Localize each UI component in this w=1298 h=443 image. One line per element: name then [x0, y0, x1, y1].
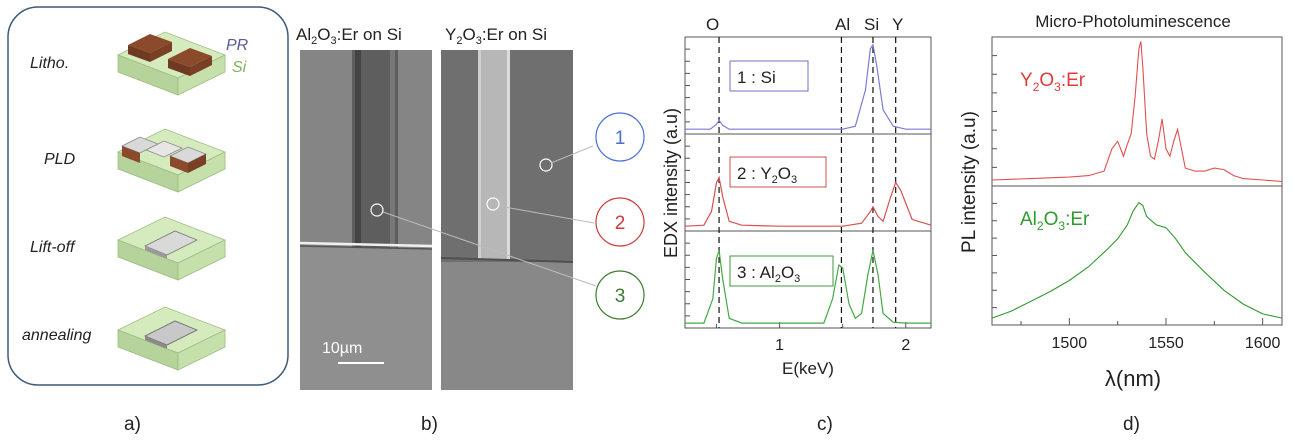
- pl-x-axis-label: λ(nm): [1105, 366, 1161, 391]
- step-label-annealing: annealing: [22, 327, 92, 344]
- edx-box-y2o3-text: 2 : Y2O3: [737, 164, 797, 186]
- callout-circle-1: [595, 112, 645, 162]
- pl-x-tick-label: 1500: [1052, 335, 1088, 352]
- sem-title-right: Y2O3:Er on Si: [445, 25, 547, 47]
- pl-x-tick-label: 1600: [1245, 335, 1281, 352]
- callout-line-1: [550, 145, 594, 164]
- pl-label-al2o3: Al2O3:Er: [1020, 209, 1090, 233]
- step-label-litho: Litho.: [30, 55, 69, 72]
- edx-x-tick-label: 2: [901, 337, 910, 354]
- callout-line-2: [498, 205, 595, 224]
- callout-line-3: [382, 211, 597, 287]
- liftoff-block: [116, 216, 227, 281]
- panel-d: Micro-Photoluminescence 1500 1550 1600 Y2O…: [959, 12, 1283, 435]
- legend-si: Si: [232, 59, 247, 76]
- pl-series-line-2: [991, 201, 1283, 319]
- callout-circle-2: [595, 197, 645, 247]
- panel-a: Litho. PLD Lift-off annealing PR Si a): [7, 6, 289, 435]
- edx-series-line-2: [684, 175, 932, 227]
- pl-series-line-1: [991, 41, 1283, 183]
- panel-b: Al2O3:Er on Si Y2O3:Er on Si 10µm: [296, 25, 645, 435]
- step-label-liftoff: Lift-off: [30, 239, 76, 256]
- edx-box-y2o3: [729, 156, 827, 188]
- sem-image-left: 10µm: [299, 50, 433, 390]
- pl-x-tick-label: 1550: [1148, 335, 1184, 352]
- step-label-pld: PLD: [44, 151, 76, 168]
- panel-a-frame: [7, 6, 289, 386]
- sem-image-right: [440, 50, 574, 390]
- edx-series-line-1: [685, 43, 931, 130]
- callout-circle-3: [595, 270, 645, 320]
- panel-c-label: c): [817, 414, 833, 435]
- edx-x-axis-label: E(keV): [782, 359, 834, 378]
- edx-box-si: [729, 60, 809, 92]
- sem-title-left: Al2O3:Er on Si: [296, 25, 402, 47]
- pl-x-tick-labels: 1500 1550 1600: [1052, 335, 1281, 352]
- scale-bar-label: 10µm: [322, 340, 362, 357]
- legend-pr: PR: [226, 37, 249, 54]
- edx-series-line-3: [685, 250, 931, 324]
- edx-box-al2o3: [729, 255, 834, 287]
- pl-label-y2o3: Y2O3:Er: [1020, 70, 1086, 94]
- annealing-block: [116, 306, 227, 371]
- litho-block: [116, 31, 227, 96]
- pl-series: [991, 41, 1283, 319]
- edx-label-o: O: [706, 15, 719, 34]
- panel-b-label: b): [421, 414, 438, 435]
- edx-box-si-text: 1 : Si: [737, 68, 776, 87]
- pl-y-axis-label: PL intensity (a.u): [959, 111, 980, 253]
- panel-a-label: a): [124, 414, 141, 435]
- edx-label-y: Y: [892, 15, 903, 34]
- edx-x-tick-label: 1: [775, 337, 784, 354]
- callout-number-2: 2: [615, 213, 626, 234]
- pl-title: Micro-Photoluminescence: [1035, 12, 1231, 31]
- callout-number-1: 1: [615, 128, 626, 149]
- edx-box-al2o3-text: 3 : Al2O3: [737, 263, 800, 285]
- callout-number-3: 3: [615, 286, 626, 307]
- edx-label-si: Si: [864, 15, 879, 34]
- edx-top-labels: O Al Si Y: [706, 15, 903, 34]
- panel-d-label: d): [1123, 414, 1140, 435]
- edx-y-axis-label: EDX intensity (a.u): [661, 108, 681, 258]
- edx-series: [684, 43, 932, 324]
- edx-label-al: Al: [835, 15, 850, 34]
- pl-ticks: [992, 55, 1264, 325]
- pld-block: [116, 128, 227, 193]
